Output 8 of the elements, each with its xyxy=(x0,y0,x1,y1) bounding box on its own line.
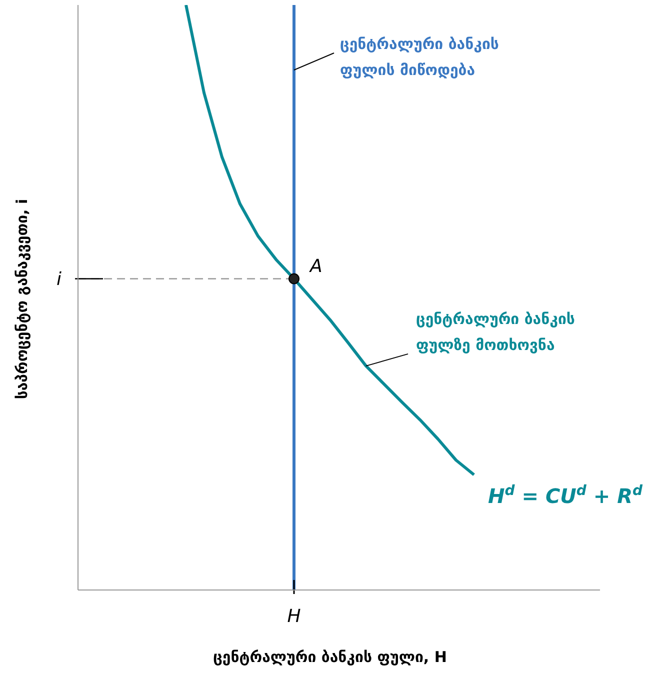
annotation: ცენტრალური ბანკის ფულზე მოთხოვნა xyxy=(416,310,575,354)
ref-line-label: i xyxy=(56,268,62,290)
annotation: A xyxy=(309,256,322,277)
y-axis-title: საპროცენტო განაკვეთი, i xyxy=(13,198,31,402)
text: H xyxy=(287,606,301,627)
x-axis-title: ცენტრალური ბანკის ფული, H xyxy=(212,648,448,666)
annotation: ცენტრალური ბანკის ფულის მიწოდება xyxy=(340,35,499,79)
series-label: H$^{d}$ = CU$^{d}$ + R$^{d}$ xyxy=(488,482,644,508)
